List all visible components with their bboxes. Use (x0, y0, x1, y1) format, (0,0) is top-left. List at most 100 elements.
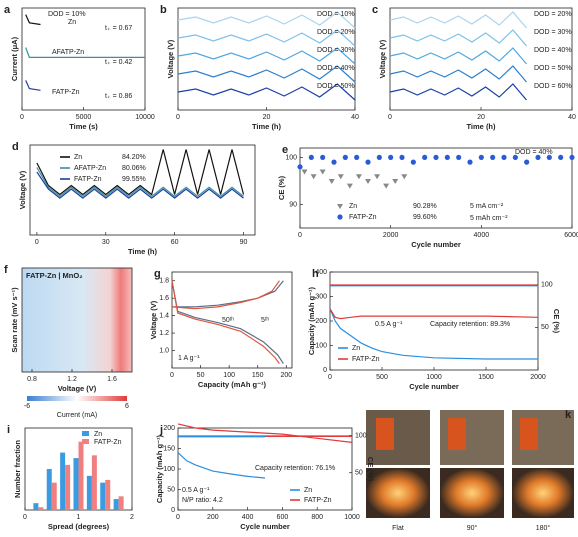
y-tick-label: 90 (289, 201, 297, 208)
panel-label: g (154, 268, 161, 280)
photo-label: Flat (392, 525, 404, 532)
photo-label: 180° (536, 524, 551, 532)
point (365, 178, 371, 184)
legend-swatch (82, 431, 89, 436)
legend-label: Zn (352, 345, 360, 352)
series-label: DOD = 30% (534, 29, 572, 36)
x-tick-label: 2 (130, 514, 134, 521)
x-tick-label: 30 (102, 239, 110, 246)
legend-value: 84.20% (122, 154, 146, 161)
bar (78, 441, 84, 510)
annotation: DOD = 10% (48, 11, 86, 18)
panel-label: e (282, 144, 288, 156)
point (354, 154, 360, 161)
y-tick-label: 150 (163, 445, 175, 452)
annotation: t₊ = 0.67 (105, 25, 132, 32)
y-tick-label: 50 (167, 486, 175, 493)
series-line (177, 423, 353, 443)
point (310, 174, 317, 180)
y2-tick-label: 100 (355, 432, 367, 439)
colorbar-tick-label: -6 (24, 403, 30, 410)
series-label: DOD = 60% (534, 83, 572, 90)
series-line (177, 65, 356, 83)
point (301, 169, 308, 175)
legend-value: 99.55% (122, 176, 146, 183)
x-axis-label: Time (h) (128, 247, 158, 256)
annotation: t₊ = 0.42 (105, 59, 132, 66)
axes-frame (29, 144, 256, 236)
y-axis-label: Voltage (V) (18, 170, 27, 209)
x-tick-label: 0 (20, 114, 24, 121)
y-tick-label: 400 (315, 269, 327, 276)
y-axis-label: Capacity (mAh g⁻¹) (155, 434, 164, 503)
colorbar-tick-label: 6 (125, 403, 129, 410)
x-tick-label: 40 (568, 114, 576, 121)
y2-axis-label: CE (%) (552, 309, 561, 334)
point (355, 174, 362, 180)
y-tick-label: 0 (323, 367, 327, 374)
legend-label: Zn (304, 487, 312, 494)
y2-tick-label: 100 (541, 282, 553, 289)
y-tick-label: 100 (315, 342, 327, 349)
point (422, 154, 428, 161)
legend-label: FATP-Zn (74, 176, 102, 183)
heatmap (22, 268, 132, 372)
series-label: Zn (68, 19, 76, 26)
point (365, 159, 371, 165)
axes-frame (299, 147, 573, 229)
annotation: 0.5 A g⁻¹ (375, 321, 403, 328)
point (433, 154, 439, 161)
panel-label: b (160, 4, 167, 16)
point (374, 174, 381, 180)
annotation: Capacity retention: 89.3% (430, 321, 510, 328)
legend-swatch (337, 214, 343, 220)
bar (100, 482, 106, 510)
x-tick-label: 2000 (530, 374, 546, 381)
photo (366, 468, 430, 518)
x-tick-label: 800 (311, 514, 323, 521)
x-tick-label: 20 (477, 114, 485, 121)
annotation: 5 mA cm⁻² (470, 203, 504, 210)
legend-swatch (337, 204, 343, 209)
y-tick-label: 1.8 (159, 278, 169, 285)
series-label: DOD = 40% (534, 47, 572, 54)
bar (46, 469, 52, 510)
panel-label: k (565, 409, 572, 421)
x-tick-label: 1.6 (107, 376, 117, 383)
point (337, 174, 344, 180)
multimeter (520, 418, 538, 450)
x-tick-label: 150 (252, 372, 264, 379)
y-axis-label: Current (μA) (10, 36, 19, 81)
chart-title: FATP-Zn | MnO₂ (26, 271, 83, 280)
y-tick-label: 100 (285, 154, 297, 161)
legend-label: Zn (94, 431, 102, 438)
point (342, 154, 348, 161)
x-tick-label: 600 (277, 514, 289, 521)
annotation: 5 mAh cm⁻² (470, 215, 508, 222)
x-tick-label: 40 (351, 114, 359, 121)
y-tick-label: 1.6 (159, 295, 169, 302)
x-tick-label: 500 (376, 374, 388, 381)
x-tick-label: 10000 (135, 114, 155, 121)
y-axis-label: Capacity (mAh g⁻¹) (307, 286, 316, 355)
series-label: AFATP-Zn (52, 49, 84, 56)
point (392, 178, 399, 184)
multimeter (448, 418, 466, 450)
point (297, 164, 303, 170)
point (308, 154, 314, 161)
colorbar-label: Current (mA) (57, 412, 97, 419)
legend-label: Zn (74, 154, 82, 161)
panel-label: c (372, 4, 378, 16)
point (388, 154, 394, 161)
x-tick-label: 1 (77, 514, 81, 521)
series-label: FATP-Zn (52, 89, 80, 96)
photo (512, 468, 574, 518)
series-line (177, 11, 356, 29)
legend-label: FATP-Zn (352, 356, 380, 363)
panel-label: f (4, 264, 8, 276)
bar (51, 482, 57, 510)
bar (113, 499, 119, 510)
y-tick-label: 1.0 (159, 347, 169, 354)
legend-label: AFATP-Zn (74, 165, 106, 172)
